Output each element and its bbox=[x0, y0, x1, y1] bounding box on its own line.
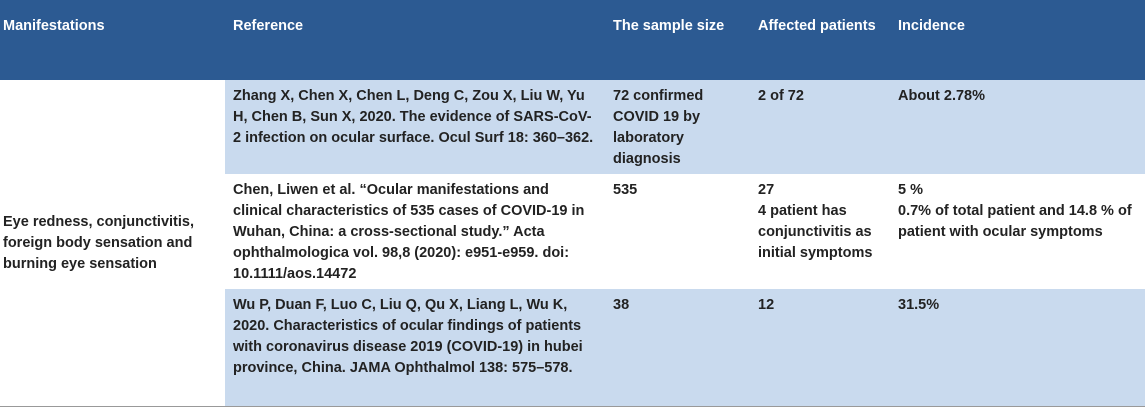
table-cell: 31.5% bbox=[890, 289, 1145, 406]
table-cell: Zhang X, Chen X, Chen L, Deng C, Zou X, … bbox=[225, 80, 605, 174]
table-cell: 72 confirmed COVID 19 by laboratory diag… bbox=[605, 80, 750, 174]
cell-line: About 2.78% bbox=[898, 88, 986, 104]
table-cell: Chen, Liwen et al. “Ocular manifestation… bbox=[233, 182, 585, 282]
spacer bbox=[0, 407, 1145, 411]
table-cell: 38 bbox=[605, 289, 750, 406]
cell-line: 31.5% bbox=[898, 297, 940, 313]
cell-line: 2 of 72 bbox=[758, 88, 804, 104]
header-cell: The sample size bbox=[605, 0, 750, 80]
cell-line: 0.7% of total patient and 14.8 % of pati… bbox=[898, 203, 1132, 240]
table-cell: 535 bbox=[613, 182, 638, 198]
table-cell: About 2.78% bbox=[890, 80, 1145, 174]
table-row: Wu P, Duan F, Luo C, Liu Q, Qu X, Liang … bbox=[0, 289, 1145, 406]
table-cell: 12 bbox=[750, 289, 890, 406]
header-cell: Incidence bbox=[890, 0, 1145, 80]
header-cell: Affected patients bbox=[750, 0, 890, 80]
table-cell: 2 of 72 bbox=[750, 80, 890, 174]
cell-line: 12 bbox=[758, 297, 775, 313]
table-row: Eye redness, conjunctivitis, foreign bod… bbox=[0, 80, 1145, 406]
table-row: Chen, Liwen et al. “Ocular manifestation… bbox=[0, 174, 1145, 289]
table-cell: Wu P, Duan F, Luo C, Liu Q, Qu X, Liang … bbox=[225, 289, 605, 406]
table-cell: 5 % 0.7% of total patient and 14.8 % of p… bbox=[890, 174, 1145, 289]
header-cell: Manifestations bbox=[0, 0, 225, 80]
header-cell: Reference bbox=[225, 0, 605, 80]
cell-line: 4 patient has conjunctivitis as initial … bbox=[758, 203, 873, 261]
table-cell: 27 4 patient has conjunctivitis as initia… bbox=[750, 174, 890, 289]
cell-line: 5 % bbox=[898, 182, 923, 198]
manifestation-cell: Eye redness, conjunctivitis, foreign bod… bbox=[0, 80, 225, 406]
cell-line: 27 bbox=[758, 182, 775, 198]
header-row: Manifestations Reference The sample size Af… bbox=[0, 0, 1145, 80]
